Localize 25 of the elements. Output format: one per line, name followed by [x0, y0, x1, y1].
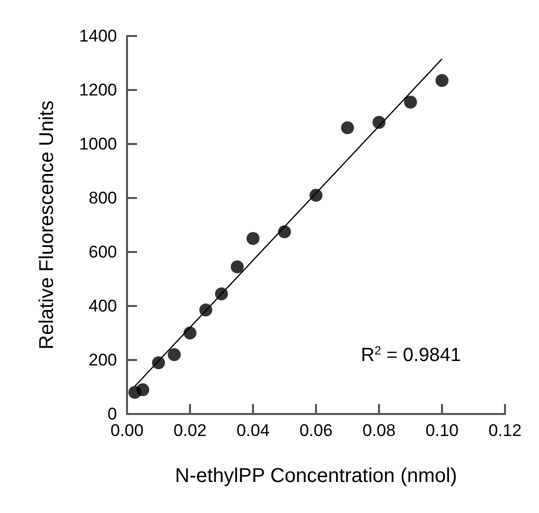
y-tick-label: 800	[88, 188, 117, 208]
x-tick-label: 0.06	[299, 421, 333, 440]
x-tick-label: 0.12	[488, 421, 522, 440]
x-tick-label: 0.10	[425, 421, 459, 440]
x-axis-title: N-ethylPP Concentration (nmol)	[175, 465, 457, 487]
y-tick-label: 600	[88, 242, 117, 262]
x-tick-label: 0.04	[236, 421, 270, 440]
x-tick-label: 0.08	[362, 421, 396, 440]
x-tick-label: 0.02	[173, 421, 207, 440]
y-axis-title: Relative Fluorescence Units	[36, 100, 58, 350]
point	[436, 74, 448, 88]
y-tick-label: 1200	[79, 80, 117, 100]
point	[168, 348, 181, 362]
y-tick-label: 200	[88, 350, 117, 370]
y-tick-label: 400	[88, 296, 117, 316]
y-tick-label: 1000	[79, 134, 117, 154]
point	[184, 326, 196, 340]
point	[341, 121, 354, 134]
point	[404, 96, 417, 109]
y-tick-label: 0	[108, 404, 117, 424]
point	[246, 232, 260, 245]
point	[136, 383, 150, 396]
x-tick-label: 0.00	[110, 421, 144, 440]
y-tick-label: 1400	[79, 26, 117, 46]
point	[230, 260, 244, 274]
